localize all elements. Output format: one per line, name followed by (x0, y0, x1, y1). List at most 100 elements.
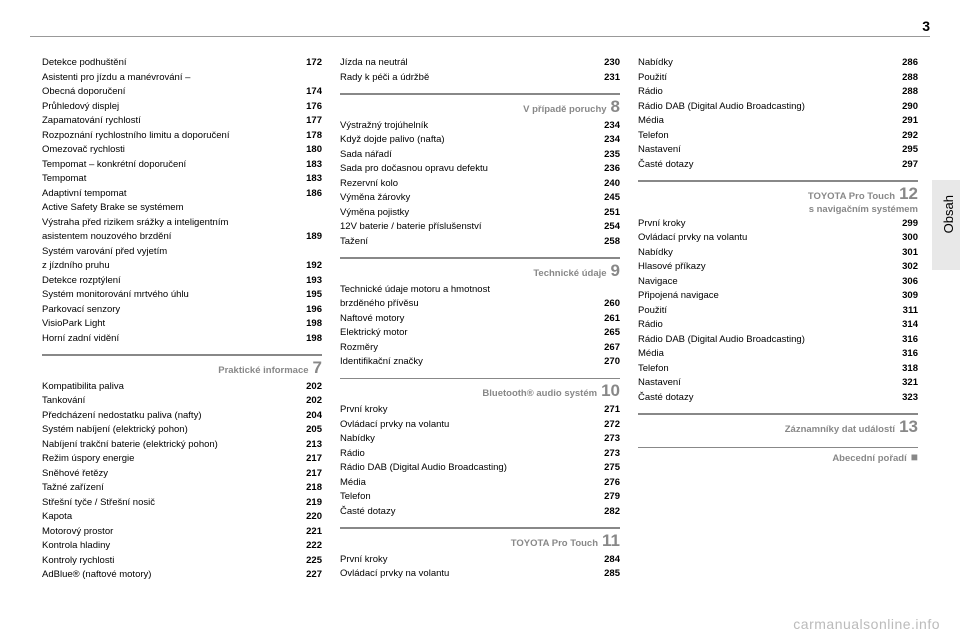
toc-page-number: 286 (902, 56, 918, 71)
toc-page-number: 218 (306, 481, 322, 496)
toc-label: Výstražný trojúhelník (340, 119, 604, 134)
toc-row: Média291 (638, 114, 918, 129)
toc-page-number: 292 (902, 129, 918, 144)
toc-page-number: 195 (306, 288, 322, 303)
toc-page-number: 183 (306, 172, 322, 187)
toc-page-number: 240 (604, 177, 620, 192)
toc-label: První kroky (340, 403, 604, 418)
toc-page-number: 288 (902, 71, 918, 86)
toc-label: Rozměry (340, 341, 604, 356)
toc-label: Předcházení nedostatku paliva (nafty) (42, 409, 306, 424)
section-header: Bluetooth® audio systém10 (340, 378, 620, 402)
toc-row: Omezovač rychlosti180 (42, 143, 322, 158)
toc-label: Naftové motory (340, 312, 604, 327)
toc-row: Identifikační značky270 (340, 355, 620, 370)
toc-row: Tempomat – konkrétní doporučení183 (42, 158, 322, 173)
toc-row: Obecná doporučení174 (42, 85, 322, 100)
toc-label: Nabídky (638, 246, 902, 261)
toc-page-number: 285 (604, 567, 620, 582)
toc-row: Rádio DAB (Digital Audio Broadcasting)29… (638, 100, 918, 115)
toc-label: Parkovací senzory (42, 303, 306, 318)
toc-row: 12V baterie / baterie příslušenství254 (340, 220, 620, 235)
toc-page-number: 196 (306, 303, 322, 318)
toc-row: Telefon292 (638, 129, 918, 144)
toc-page-number: 311 (903, 304, 918, 319)
toc-row: Rádio DAB (Digital Audio Broadcasting)27… (340, 461, 620, 476)
toc-page-number: 291 (902, 114, 918, 129)
toc-page-number: 213 (306, 438, 322, 453)
toc-label: Kontroly rychlosti (42, 554, 306, 569)
toc-label: Média (638, 347, 902, 362)
toc-label: Nabídky (340, 432, 604, 447)
toc-row: Telefon318 (638, 362, 918, 377)
toc-page-number: 282 (604, 505, 620, 520)
toc-page-number: 176 (306, 100, 322, 115)
toc-page-number: 261 (604, 312, 620, 327)
toc-row: Kontroly rychlosti225 (42, 554, 322, 569)
toc-label: Kontrola hladiny (42, 539, 306, 554)
toc-label: Zapamatování rychlostí (42, 114, 306, 129)
section-title-row: TOYOTA Pro Touch11 (340, 531, 620, 551)
toc-label: Média (340, 476, 604, 491)
toc-row: Ovládací prvky na volantu300 (638, 231, 918, 246)
toc-page-number: 288 (902, 85, 918, 100)
toc-page-number: 193 (306, 274, 322, 289)
section-number: 8 (611, 97, 620, 117)
toc-row: Hlasové příkazy302 (638, 260, 918, 275)
toc-label: Výměna pojistky (340, 206, 604, 221)
toc-label: Rádio DAB (Digital Audio Broadcasting) (638, 333, 902, 348)
toc-label: Nabíjení trakční baterie (elektrický poh… (42, 438, 306, 453)
toc-row: Nabíjení trakční baterie (elektrický poh… (42, 438, 322, 453)
toc-page-number: 198 (306, 317, 322, 332)
toc-label: Nastavení (638, 143, 902, 158)
toc-label: Tažné zařízení (42, 481, 306, 496)
toc-label: První kroky (638, 217, 902, 232)
toc-label: Střešní tyče / Střešní nosič (42, 496, 306, 511)
toc-page-number: 295 (902, 143, 918, 158)
toc-row: Režim úspory energie217 (42, 452, 322, 467)
toc-row: brzděného přívěsu260 (340, 297, 620, 312)
section-header: Abecední pořadí■ (638, 447, 918, 465)
toc-page-number: 300 (902, 231, 918, 246)
toc-row: Rezervní kolo240 (340, 177, 620, 192)
side-label: Obsah (941, 195, 956, 233)
toc-label: Rádio (638, 318, 902, 333)
toc-row: Asistenti pro jízdu a manévrování – (42, 71, 322, 86)
toc-label: Výměna žárovky (340, 191, 604, 206)
toc-row: Časté dotazy323 (638, 391, 918, 406)
toc-page-number: 270 (604, 355, 620, 370)
toc-label: brzděného přívěsu (340, 297, 604, 312)
toc-label: Nastavení (638, 376, 902, 391)
section-bullet-icon: ■ (911, 450, 918, 464)
toc-page-number: 217 (306, 452, 322, 467)
section-header: Praktické informace7 (42, 354, 322, 378)
toc-page-number: 267 (604, 341, 620, 356)
section-title-row: Bluetooth® audio systém10 (340, 381, 620, 401)
section-title: V případě poruchy (523, 104, 606, 115)
toc-row: asistentem nouzového brzdění189 (42, 230, 322, 245)
toc-page-number: 275 (604, 461, 620, 476)
toc-label: Sada nářadí (340, 148, 604, 163)
toc-row: Tažné zařízení218 (42, 481, 322, 496)
section-divider (340, 257, 620, 259)
toc-label: Tempomat – konkrétní doporučení (42, 158, 306, 173)
section-title: Záznamníky dat událostí (785, 424, 895, 435)
toc-row: AdBlue® (naftové motory)227 (42, 568, 322, 583)
toc-page-number: 245 (604, 191, 620, 206)
section-title-row: Technické údaje9 (340, 261, 620, 281)
toc-row: Rozměry267 (340, 341, 620, 356)
toc-page-number: 314 (902, 318, 918, 333)
section-divider (42, 354, 322, 356)
toc-page-number: 234 (604, 133, 620, 148)
toc-row: Rádio DAB (Digital Audio Broadcasting)31… (638, 333, 918, 348)
toc-row: Časté dotazy297 (638, 158, 918, 173)
toc-page-number: 297 (902, 158, 918, 173)
toc-row: Motorový prostor221 (42, 525, 322, 540)
toc-label: Adaptivní tempomat (42, 187, 306, 202)
toc-page-number: 174 (306, 85, 322, 100)
toc-label: První kroky (340, 553, 604, 568)
toc-page-number: 202 (306, 380, 322, 395)
toc-label: Připojená navigace (638, 289, 902, 304)
toc-page-number: 273 (604, 447, 620, 462)
toc-page-number: 189 (306, 230, 322, 245)
